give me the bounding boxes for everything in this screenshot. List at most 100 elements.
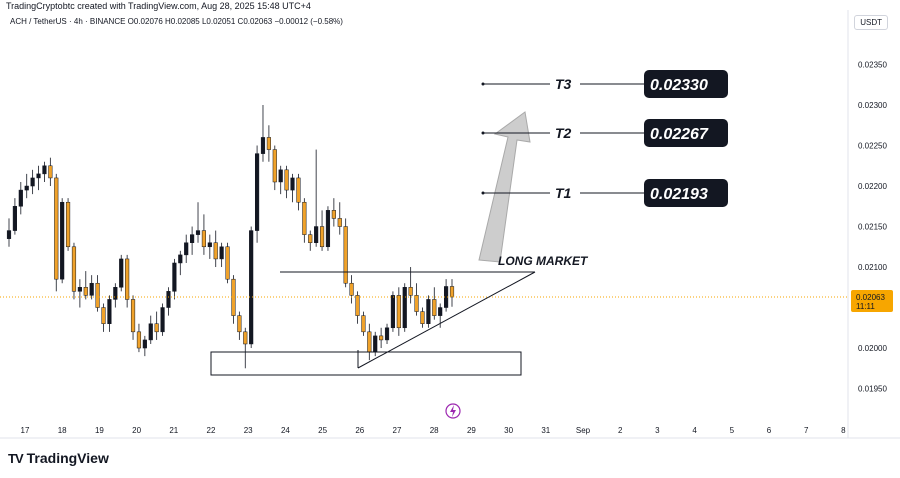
- candle: [396, 287, 401, 336]
- candle: [243, 327, 248, 369]
- candle: [166, 287, 171, 316]
- candle-body-up: [260, 137, 266, 154]
- svg-text:T2: T2: [555, 125, 572, 141]
- candle: [325, 206, 331, 251]
- candle-body-up: [207, 242, 212, 248]
- candle-body-up: [6, 230, 12, 239]
- candle: [414, 283, 419, 316]
- candle: [308, 230, 313, 251]
- candle-body-up: [325, 210, 331, 248]
- candle: [408, 267, 413, 304]
- svg-text:0.02267: 0.02267: [650, 126, 709, 143]
- candle-body-up: [36, 173, 41, 179]
- candle: [136, 323, 142, 353]
- time-tick-label: 25: [318, 426, 327, 435]
- candle-body-down: [414, 295, 419, 312]
- candle: [278, 165, 283, 195]
- candle: [30, 169, 35, 195]
- candle-body-up: [278, 169, 283, 183]
- candle-body-down: [136, 331, 142, 349]
- candle-body-down: [54, 177, 59, 280]
- time-tick-label: 6: [767, 426, 772, 435]
- candle-body-up: [290, 177, 295, 191]
- candle-body-up: [12, 206, 17, 231]
- candle-body-up: [219, 246, 224, 260]
- candle-body-up: [24, 185, 29, 191]
- tradingview-logo-text: TradingView: [26, 450, 109, 466]
- time-tick-label: 4: [692, 426, 697, 435]
- candle: [343, 218, 348, 288]
- candle-body-up: [384, 327, 390, 341]
- up-arrow: [478, 111, 531, 263]
- candle: [71, 242, 77, 300]
- candle-body-up: [30, 177, 35, 187]
- candle-body-down: [65, 201, 71, 248]
- candle: [154, 311, 159, 340]
- svg-text:T1: T1: [555, 185, 572, 201]
- time-tick-label: 8: [841, 426, 846, 435]
- lightning-icon[interactable]: [445, 403, 461, 419]
- candle-body-down: [48, 165, 53, 179]
- candle-body-down: [201, 230, 207, 248]
- candle-body-up: [160, 307, 165, 333]
- candle: [432, 287, 437, 320]
- candle: [18, 181, 23, 215]
- time-tick-label: 24: [281, 426, 290, 435]
- candle: [65, 198, 71, 251]
- candle: [219, 242, 224, 268]
- candle-body-down: [379, 335, 384, 341]
- candle-body-down: [432, 299, 437, 316]
- candle: [361, 311, 366, 336]
- candle: [195, 202, 201, 243]
- candle-body-down: [349, 282, 354, 296]
- candle-body-down: [343, 226, 348, 284]
- svg-text:11:11: 11:11: [856, 302, 875, 311]
- candle-body-up: [166, 291, 171, 308]
- price-tick-label: 0.02000: [858, 344, 887, 353]
- candle-body-up: [77, 287, 82, 292]
- candle: [119, 254, 124, 292]
- candle: [142, 335, 147, 357]
- candle-body-down: [243, 331, 248, 345]
- candle: [390, 291, 396, 332]
- price-tick-label: 0.02250: [858, 142, 887, 151]
- time-tick-label: 31: [541, 426, 550, 435]
- tradingview-logo: TV TradingView: [8, 450, 109, 466]
- tradingview-logo-icon: TV: [8, 450, 24, 466]
- time-tick-label: 19: [95, 426, 104, 435]
- long-market-label: LONG MARKET: [498, 254, 589, 268]
- candle: [160, 303, 165, 336]
- candle: [36, 165, 41, 191]
- time-tick-label: Sep: [576, 426, 591, 435]
- target-t1: T1 0.02193: [481, 179, 728, 207]
- candle-body-down: [125, 258, 130, 300]
- candle: [77, 279, 82, 308]
- candle-body-up: [438, 307, 443, 316]
- candle-body-up: [178, 254, 183, 264]
- candle: [107, 295, 112, 332]
- candle: [148, 315, 153, 344]
- price-tick-label: 0.01950: [858, 385, 887, 394]
- time-tick-label: 2: [618, 426, 623, 435]
- price-tick-label: 0.02350: [858, 61, 887, 70]
- svg-text:T3: T3: [555, 76, 572, 92]
- candle-body-down: [408, 287, 413, 296]
- candle-body-down: [154, 323, 159, 333]
- time-tick-label: 23: [244, 426, 253, 435]
- candle: [130, 295, 136, 340]
- time-tick-label: 22: [207, 426, 216, 435]
- current-price-tag: 0.02063 11:11: [851, 290, 893, 312]
- candle-body-up: [119, 258, 124, 288]
- candle: [184, 234, 189, 263]
- candle: [314, 149, 319, 247]
- time-tick-label: 3: [655, 426, 660, 435]
- currency-button[interactable]: USDT: [854, 15, 888, 30]
- candle: [231, 275, 236, 324]
- target-t3: T3 0.02330: [481, 70, 728, 98]
- candle: [178, 250, 183, 276]
- candle: [101, 303, 106, 332]
- time-tick-label: 28: [430, 426, 439, 435]
- candle-body-up: [172, 262, 177, 292]
- time-tick-label: 20: [132, 426, 141, 435]
